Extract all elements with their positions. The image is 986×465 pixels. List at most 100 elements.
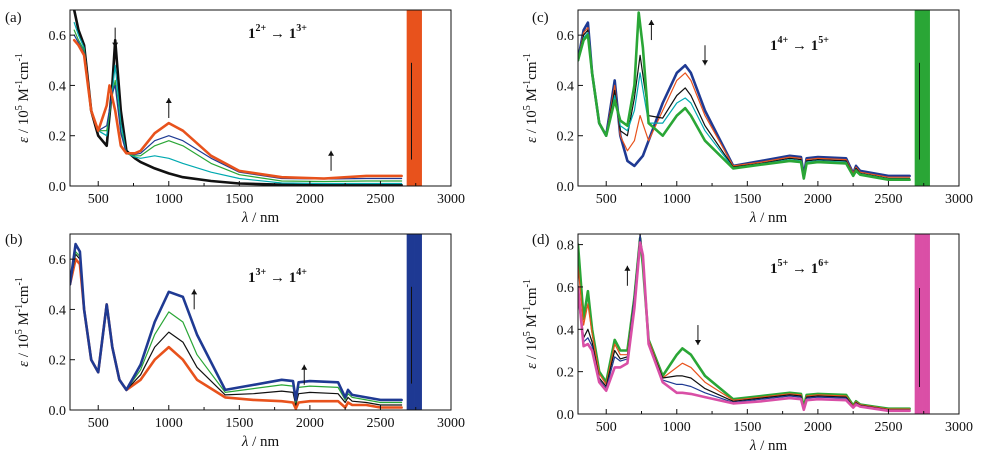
- y-tick-label: 0.6: [49, 29, 67, 44]
- y-axis-exponent: -1: [522, 80, 533, 88]
- panel-label: (b): [5, 232, 23, 248]
- x-tick-label: 3000: [437, 192, 465, 207]
- trend-arrowhead: [328, 150, 335, 156]
- reaction-from: 1: [248, 26, 256, 42]
- y-tick-label: 0.6: [49, 253, 67, 268]
- x-tick-label: 2500: [366, 416, 394, 431]
- x-tick-label: 1000: [155, 416, 183, 431]
- series-line-1: [578, 236, 911, 411]
- x-tick-label: 1000: [663, 420, 691, 435]
- y-tick-label: 0.4: [557, 79, 575, 94]
- plot-area: [70, 234, 422, 410]
- reaction-from-charge: 4+: [778, 35, 789, 46]
- x-tick-label: 2500: [874, 192, 902, 207]
- reaction-from: 1: [770, 38, 778, 54]
- series-line-2: [578, 27, 911, 178]
- x-tick-label: 2000: [296, 416, 324, 431]
- x-axis-symbol: λ: [749, 438, 757, 454]
- y-tick-label: 0.4: [49, 79, 67, 94]
- trend-arrowhead: [694, 340, 701, 346]
- x-axis-unit: / nm: [756, 210, 787, 226]
- series-line-4: [578, 235, 911, 411]
- artifact-band: [408, 10, 420, 186]
- y-axis-unit: M: [16, 88, 32, 105]
- x-tick-label: 500: [88, 416, 109, 431]
- x-tick-label: 1500: [733, 192, 761, 207]
- x-tick-label: 2000: [804, 420, 832, 435]
- x-tick-label: 1000: [155, 192, 183, 207]
- series-line-4: [70, 242, 403, 402]
- panel-label: (a): [5, 10, 22, 26]
- y-tick-label: 0.6: [557, 281, 575, 296]
- y-axis-unit: / 10: [524, 110, 540, 137]
- x-tick-label: 2000: [296, 192, 324, 207]
- y-axis-exponent: 5: [522, 331, 533, 336]
- reaction-from: 1: [770, 261, 778, 277]
- reaction-to: 1: [289, 270, 297, 286]
- series-line-5: [578, 241, 911, 413]
- x-tick-label: 2500: [874, 420, 902, 435]
- chart-panel-2: 500 1000 1500 2000 2500 3000 0.0 0.2 0.4 0.6 λ / n…: [5, 232, 465, 450]
- reaction-arrow: →: [266, 26, 289, 42]
- x-axis-symbol: λ: [241, 434, 249, 450]
- x-axis-symbol: λ: [241, 210, 249, 226]
- series-line-5: [72, 38, 403, 180]
- series-line-3: [578, 29, 911, 180]
- y-axis-unit: / 10: [16, 110, 32, 137]
- y-axis-exponent: 5: [14, 105, 25, 110]
- plot-frame: [69, 9, 452, 187]
- trend-arrowhead: [165, 98, 172, 103]
- reaction-label: 15+ → 16+: [770, 258, 829, 277]
- x-axis-unit: / nm: [248, 434, 279, 450]
- chart-panel-4: 500 1000 1500 2000 2500 3000 0.0 0.2 0.4 0.6 0.8 λ …: [522, 232, 973, 454]
- y-axis-unit: cm: [16, 61, 32, 80]
- series-line-1: [72, 10, 403, 186]
- artifact-band: [916, 234, 928, 414]
- y-axis-title: ε / 105 M-1cm-1: [14, 277, 32, 367]
- y-axis-exponent: -1: [14, 304, 25, 312]
- artifact-band: [916, 10, 928, 186]
- plot-area: [578, 234, 930, 414]
- series-line-2: [578, 235, 911, 410]
- x-tick-label: 1000: [663, 192, 691, 207]
- y-axis-title: ε / 105 M-1cm-1: [522, 279, 540, 369]
- chart-panel-1: 500 1000 1500 2000 2500 3000 0.0 0.2 0.4 0.6 λ / n…: [5, 9, 465, 226]
- x-tick-label: 500: [596, 192, 617, 207]
- y-axis-title: ε / 105 M-1cm-1: [14, 53, 32, 143]
- reaction-to: 1: [811, 261, 819, 277]
- x-tick-label: 2000: [804, 192, 832, 207]
- y-axis-unit: M: [16, 312, 32, 329]
- trend-arrowhead: [112, 42, 119, 48]
- y-tick-label: 0.4: [49, 303, 67, 318]
- plot-frame: [69, 233, 452, 411]
- y-tick-label: 0.0: [49, 404, 67, 419]
- y-axis-symbol: ε: [524, 137, 540, 143]
- y-tick-label: 0.2: [49, 130, 67, 145]
- series-line-5: [578, 11, 911, 181]
- x-axis-title: λ / nm: [749, 210, 788, 226]
- y-axis-unit: M: [524, 88, 540, 105]
- plot-frame: [577, 9, 960, 187]
- series-line-4: [578, 31, 911, 180]
- x-tick-label: 3000: [945, 420, 973, 435]
- trend-arrowhead: [624, 265, 631, 271]
- y-axis-unit: / 10: [524, 336, 540, 363]
- y-axis-unit: / 10: [16, 334, 32, 361]
- trend-arrowhead: [702, 60, 708, 66]
- reaction-arrow: →: [788, 38, 811, 54]
- series-line-4: [73, 34, 403, 180]
- reaction-from-charge: 2+: [256, 23, 267, 34]
- y-axis-exponent: -1: [14, 80, 25, 88]
- y-tick-label: 0.2: [557, 366, 575, 381]
- y-axis-unit: cm: [524, 287, 540, 306]
- y-axis-exponent: -1: [14, 53, 25, 61]
- plot-area: [72, 10, 422, 186]
- reaction-label: 12+ → 13+: [248, 23, 307, 42]
- y-axis-symbol: ε: [524, 363, 540, 369]
- reaction-to-charge: 5+: [818, 35, 829, 46]
- x-tick-label: 500: [596, 420, 617, 435]
- chart-panel-3: 500 1000 1500 2000 2500 3000 0.0 0.2 0.4 0.6 λ / n…: [522, 9, 973, 226]
- y-tick-label: 0.8: [557, 239, 575, 254]
- artifact-band: [408, 234, 420, 410]
